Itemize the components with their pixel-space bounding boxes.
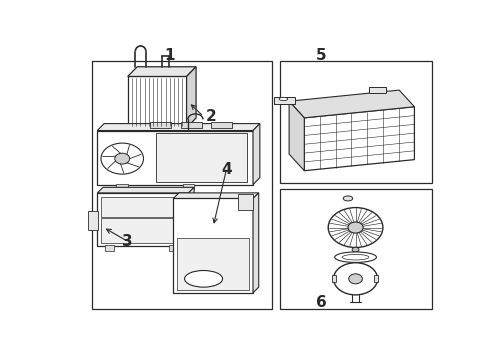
Bar bbox=[369, 87, 386, 93]
Bar bbox=[183, 184, 195, 189]
Bar bbox=[177, 238, 249, 290]
Circle shape bbox=[349, 274, 363, 284]
Bar bbox=[173, 198, 253, 293]
Bar bbox=[280, 61, 432, 183]
Bar bbox=[156, 133, 247, 182]
Bar bbox=[238, 194, 253, 210]
Text: 5: 5 bbox=[316, 48, 327, 63]
Polygon shape bbox=[173, 193, 259, 198]
Bar bbox=[101, 197, 185, 217]
Ellipse shape bbox=[279, 97, 288, 101]
Polygon shape bbox=[253, 193, 259, 293]
Bar bbox=[128, 76, 187, 128]
Bar bbox=[92, 61, 272, 309]
Polygon shape bbox=[128, 67, 196, 76]
Bar bbox=[88, 211, 98, 230]
Polygon shape bbox=[304, 107, 415, 171]
Circle shape bbox=[352, 247, 359, 252]
Bar bbox=[374, 275, 378, 282]
Circle shape bbox=[115, 153, 130, 164]
Text: 3: 3 bbox=[122, 234, 133, 249]
Circle shape bbox=[334, 263, 378, 295]
Bar bbox=[101, 217, 185, 243]
Ellipse shape bbox=[185, 270, 222, 287]
Polygon shape bbox=[289, 90, 415, 118]
Text: 2: 2 bbox=[206, 109, 217, 124]
Circle shape bbox=[348, 222, 363, 233]
Bar bbox=[105, 245, 115, 251]
Circle shape bbox=[101, 143, 144, 174]
Polygon shape bbox=[289, 101, 304, 171]
Ellipse shape bbox=[342, 255, 369, 260]
Bar bbox=[150, 122, 172, 129]
Bar bbox=[98, 193, 189, 246]
Text: 1: 1 bbox=[164, 48, 175, 63]
Polygon shape bbox=[189, 187, 194, 246]
Ellipse shape bbox=[343, 196, 353, 201]
Polygon shape bbox=[98, 123, 260, 131]
Bar bbox=[98, 131, 253, 185]
Bar bbox=[116, 184, 128, 189]
Polygon shape bbox=[98, 187, 194, 193]
Circle shape bbox=[328, 208, 383, 247]
Bar bbox=[211, 122, 232, 129]
Bar bbox=[274, 97, 295, 104]
Polygon shape bbox=[253, 123, 260, 185]
Bar bbox=[332, 275, 336, 282]
Bar bbox=[170, 245, 179, 251]
Bar bbox=[181, 122, 202, 129]
Text: 6: 6 bbox=[316, 295, 327, 310]
Bar bbox=[280, 189, 432, 309]
Polygon shape bbox=[187, 67, 196, 128]
Text: 4: 4 bbox=[221, 162, 232, 177]
Ellipse shape bbox=[335, 252, 376, 262]
